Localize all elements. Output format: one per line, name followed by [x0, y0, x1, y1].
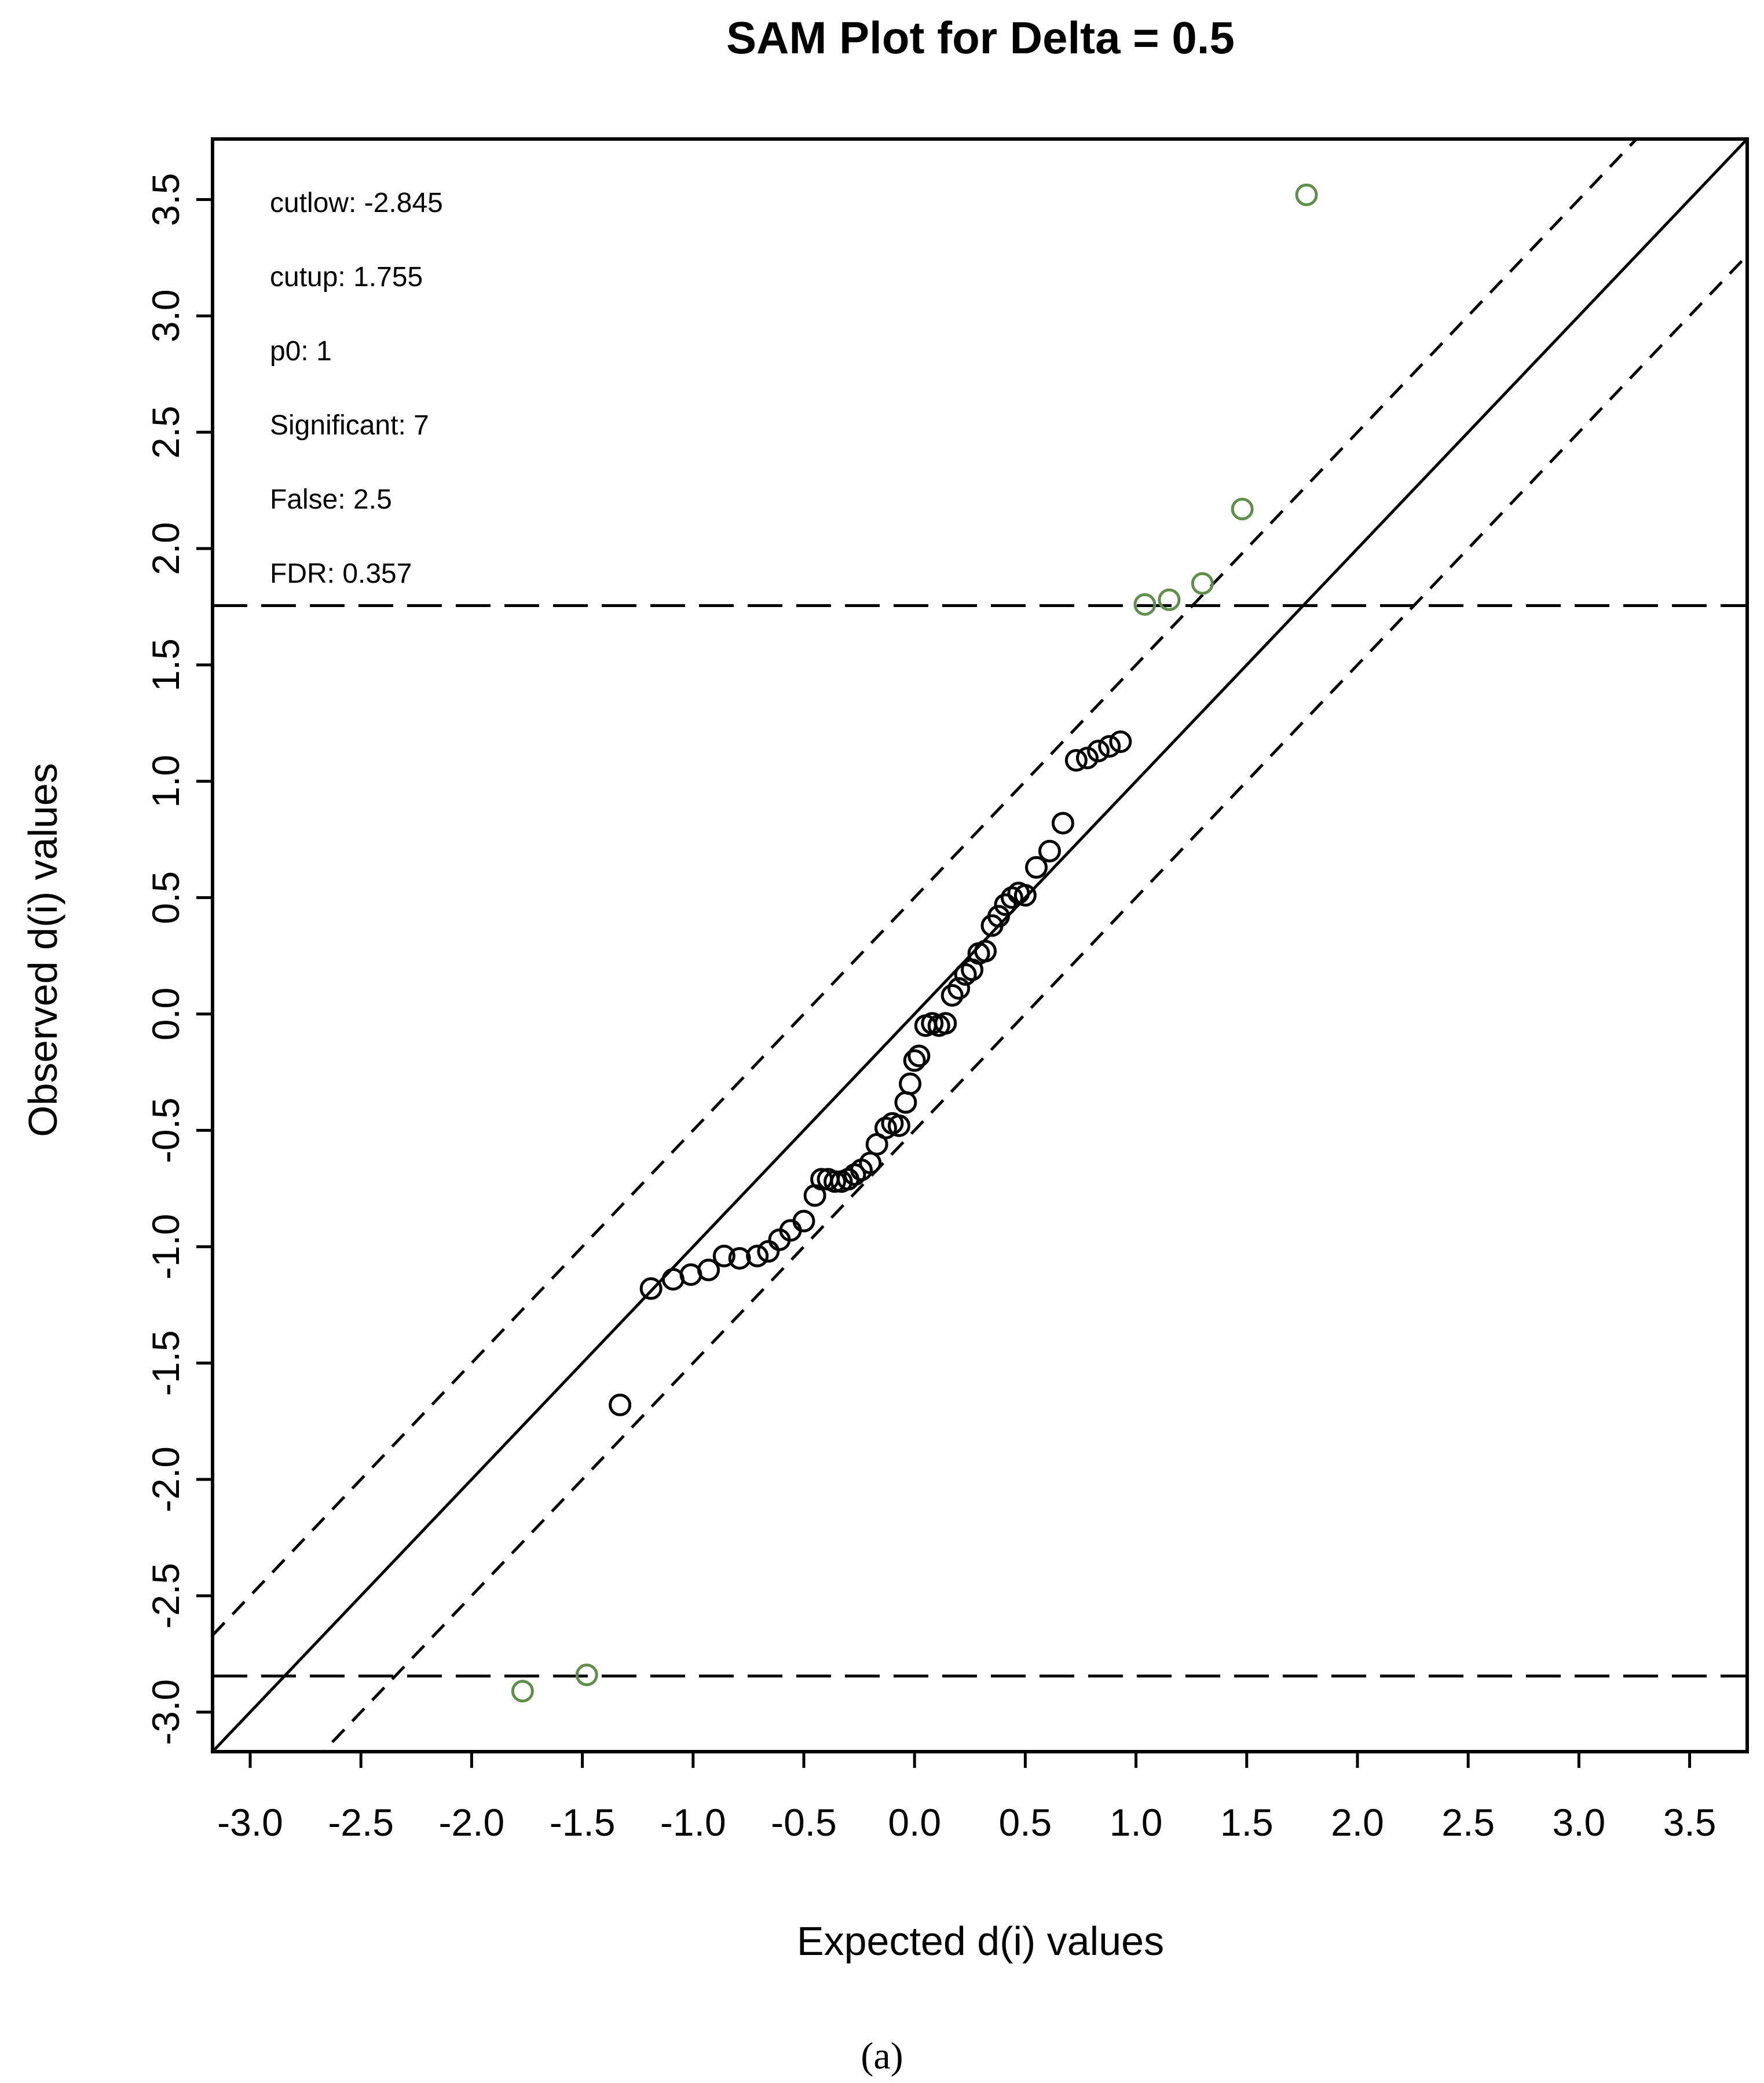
- x-tick-label: -2.0: [439, 1801, 505, 1844]
- non-significant-point: [728, 1247, 751, 1270]
- x-tick-label: -3.0: [217, 1801, 283, 1844]
- chart-title: SAM Plot for Delta = 0.5: [726, 12, 1235, 63]
- non-significant-point: [1064, 749, 1088, 772]
- y-axis-label: Observed d(i) values: [20, 763, 65, 1137]
- non-significant-point: [934, 1012, 957, 1035]
- x-tick-label: 0.5: [999, 1801, 1052, 1844]
- y-tick-label: -0.5: [144, 1098, 187, 1164]
- x-tick-label: 1.5: [1220, 1801, 1273, 1844]
- significant-points: [511, 183, 1318, 1703]
- x-tick-label: 0.0: [888, 1801, 941, 1844]
- non-significant-point: [1025, 856, 1048, 879]
- non-significant-point: [974, 940, 997, 963]
- y-tick-label: 1.0: [144, 755, 187, 808]
- figure-caption: (a): [861, 2035, 903, 2077]
- y-tick-label: 1.5: [144, 638, 187, 692]
- non-significant-point: [1051, 812, 1074, 835]
- data-points: [511, 183, 1318, 1703]
- non-significant-point: [1087, 740, 1110, 763]
- non-significant-point: [1109, 730, 1132, 753]
- non-significant-points: [609, 730, 1132, 1416]
- significant-point: [1295, 183, 1318, 206]
- x-axis-label: Expected d(i) values: [797, 1918, 1164, 1964]
- y-tick-label: -1.0: [144, 1214, 187, 1280]
- y-axis: -3.0 -2.5 -2.0 -1.5 -1.0 -0.5 0.0 0.5 1.0 1.5 2.0 2…: [144, 173, 213, 1745]
- non-significant-point: [757, 1240, 780, 1263]
- stat-4: Significant: 7: [270, 410, 429, 441]
- x-tick-label: 3.0: [1553, 1801, 1606, 1844]
- non-significant-point: [712, 1244, 735, 1267]
- y-tick-label: -3.0: [144, 1679, 187, 1745]
- upper-delta-band: [213, 139, 1639, 1636]
- non-significant-point: [994, 893, 1017, 916]
- significant-point: [1133, 593, 1157, 616]
- non-significant-point: [697, 1258, 720, 1281]
- y-tick-label: -1.5: [144, 1330, 187, 1396]
- stat-2: cutup: 1.755: [270, 262, 423, 293]
- statistics-legend: cutlow: -2.845 cutup: 1.755 p0: 1 Significa…: [270, 188, 443, 589]
- significant-point: [575, 1663, 598, 1686]
- non-significant-point: [903, 1049, 926, 1072]
- x-tick-label: 2.0: [1331, 1801, 1384, 1844]
- non-significant-point: [609, 1393, 632, 1416]
- plot-area: cutlow: -2.845 cutup: 1.755 p0: 1 Significa…: [211, 137, 1749, 1753]
- significant-point: [511, 1680, 534, 1703]
- non-significant-point: [987, 905, 1011, 928]
- x-tick-label: 3.5: [1663, 1801, 1717, 1844]
- x-tick-label: 2.5: [1441, 1801, 1495, 1844]
- y-tick-label: 3.0: [144, 289, 187, 342]
- non-significant-point: [746, 1244, 769, 1267]
- identity: [213, 139, 1747, 1752]
- non-significant-point: [824, 1170, 847, 1193]
- lower-delta-band: [321, 254, 1747, 1752]
- non-significant-point: [1013, 884, 1037, 907]
- stat-1: cutlow: -2.845: [270, 188, 443, 218]
- y-tick-label: 3.5: [144, 173, 187, 226]
- y-tick-label: 0.5: [144, 871, 187, 924]
- y-tick-label: 2.5: [144, 405, 187, 459]
- non-significant-point: [947, 977, 971, 1000]
- x-tick-label: -0.5: [771, 1801, 837, 1844]
- x-tick-label: -1.0: [660, 1801, 726, 1844]
- non-significant-point: [639, 1277, 663, 1300]
- plot-frame: [211, 137, 1749, 1753]
- non-significant-point: [1038, 839, 1061, 863]
- x-tick-label: -1.5: [550, 1801, 616, 1844]
- stat-5: False: 2.5: [270, 484, 392, 515]
- reference-lines: [213, 139, 1747, 1752]
- x-tick-label: 1.0: [1110, 1801, 1163, 1844]
- y-tick-label: -2.0: [144, 1446, 187, 1512]
- significant-point: [1158, 588, 1181, 611]
- y-tick-label: 2.0: [144, 522, 187, 575]
- y-tick-label: 0.0: [144, 988, 187, 1041]
- non-significant-point: [887, 1114, 910, 1137]
- non-significant-point: [1075, 747, 1099, 770]
- non-significant-point: [792, 1209, 815, 1233]
- non-significant-point: [894, 1091, 917, 1114]
- x-tick-label: -2.5: [328, 1801, 394, 1844]
- x-axis: -3.0 -2.5 -2.0 -1.5 -1.0 -0.5 0.0 0.5 1.0 1.5 2.0 2…: [217, 1752, 1716, 1844]
- y-tick-label: -2.5: [144, 1563, 187, 1629]
- significant-point: [1231, 498, 1254, 521]
- stat-6: FDR: 0.357: [270, 558, 412, 589]
- non-significant-point: [940, 984, 964, 1007]
- significant-point: [1191, 572, 1214, 595]
- stat-3: p0: 1: [270, 336, 332, 367]
- non-significant-point: [1098, 735, 1121, 758]
- non-significant-point: [899, 1072, 922, 1095]
- non-significant-point: [907, 1044, 931, 1068]
